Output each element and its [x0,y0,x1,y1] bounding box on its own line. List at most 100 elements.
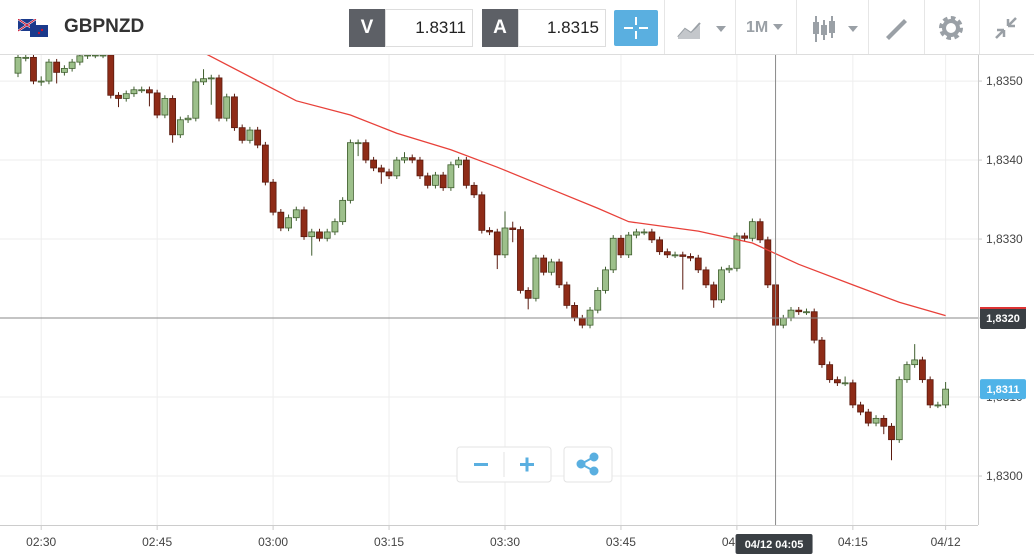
candle-body [161,98,169,116]
candle-body [37,80,45,83]
x-tick-label: 03:15 [374,535,404,549]
candle-body [370,159,377,169]
x-tick-label: 02:30 [26,535,56,549]
candle-body [184,117,192,121]
settings-button[interactable] [937,14,967,44]
candle-body [602,269,609,291]
candle-body [803,311,810,314]
ask-label[interactable]: A [482,9,518,47]
crosshair-y-tag [980,307,1026,330]
x-tick-label: 03:45 [606,535,636,549]
candle-body [215,77,223,119]
candle-body [810,311,818,341]
candle-body [478,194,486,231]
candle-body [934,404,942,407]
candle-body [285,217,292,229]
y-tick-label: 1,8330 [986,232,1023,246]
candle-body [486,229,493,233]
chart-type-button[interactable] [676,17,728,41]
candle-body [107,55,115,96]
candle-body [14,56,22,74]
x-tick-label: 03:30 [490,535,520,549]
candle-body [60,68,68,73]
candle-body [756,221,764,241]
timeframe[interactable]: 1M [746,19,769,36]
candle-body [269,181,277,213]
candle-body [679,254,687,257]
candle-body [76,55,84,63]
candle-body [169,98,177,136]
candle-body [524,289,532,299]
y-tick-label: 1,8300 [986,469,1023,483]
candle-body [787,309,795,319]
candle-body [84,55,91,57]
bid-price[interactable]: 1.8311 [385,9,473,47]
candle-body [300,209,308,238]
candle-body [540,257,548,273]
candle-body [316,231,323,239]
candle-body [238,127,246,141]
candle-body [207,77,215,80]
candle-body [741,235,749,239]
candle-body [942,388,950,406]
candle-body [347,142,354,201]
candle-body [30,56,37,82]
candle-body [748,221,756,239]
candle-body [323,231,331,239]
candle-body [926,379,934,406]
candle-body [470,184,478,196]
candle-body [555,261,563,286]
candle-body [308,231,316,238]
candle-body [578,317,586,326]
candle-body [153,92,161,116]
candle-body [493,231,501,256]
candle-body [200,78,207,83]
candle-body [176,119,184,136]
share-button[interactable] [563,446,613,483]
candle-body [841,382,849,385]
candle-body [385,171,393,177]
ask-price[interactable]: 1.8315 [518,9,606,47]
candle-body [609,237,617,271]
candle-body [710,284,718,301]
crosshair-y-label: 1,8320 [986,313,1020,325]
candle-body [331,221,339,233]
candle-body [91,55,99,57]
draw-button[interactable] [882,15,912,43]
x-tick-label: 03:00 [258,535,288,549]
y-tick-label: 1,8340 [986,153,1023,167]
candle-body [532,257,540,299]
candle-body [594,289,602,311]
collapse-button[interactable] [992,14,1022,44]
candle-body [292,209,300,219]
y-tick-label: 1,8350 [986,74,1023,88]
zoom-in-button[interactable] [520,457,534,472]
zoom-controls [456,446,613,483]
candle-body [818,339,826,366]
candle-body [99,55,107,57]
x-tick-label: 02:45 [142,535,172,549]
candle-body [656,239,664,253]
candle-type-button[interactable] [810,14,862,44]
candle-body [45,61,53,82]
last-price-label: 1,8311 [986,384,1019,396]
x-tick-label: 04:15 [838,535,868,549]
candle-body [192,81,200,119]
candle-body [872,417,880,424]
candle-body [903,364,911,381]
crosshair-button[interactable] [614,10,658,46]
candle-body [377,167,385,173]
candle-body [880,417,888,427]
candle-body [633,231,640,236]
candle-body [671,254,679,257]
candle-body [833,379,841,384]
toolbar: GBPNZD V 1.8311 A 1.8315 1M [0,0,1034,55]
candle-body [687,256,694,259]
candle-body [393,159,401,177]
candle-body [339,199,347,223]
candle-body [130,89,138,95]
bid-label[interactable]: V [349,9,385,47]
candle-body [617,237,625,256]
